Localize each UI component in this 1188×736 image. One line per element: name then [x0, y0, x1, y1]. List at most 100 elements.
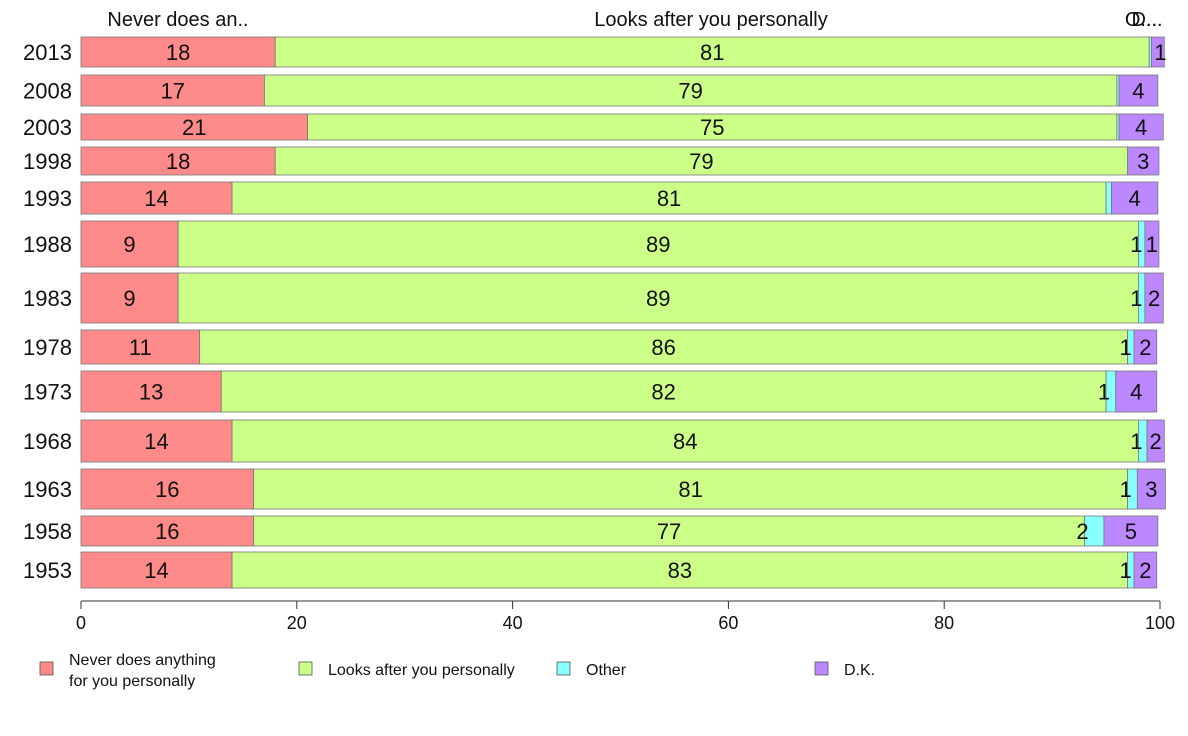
data-label: 2 — [1148, 286, 1160, 311]
data-label: 75 — [700, 115, 724, 140]
data-label: 86 — [651, 335, 675, 360]
data-label: 16 — [155, 477, 179, 502]
bar-segment — [220, 370, 1107, 413]
bar-segment — [274, 36, 1150, 68]
bar-row-1953: 14 83 1 2 — [80, 551, 1158, 589]
x-axis: 0 20 40 60 80 100 — [76, 600, 1175, 633]
bar-segment — [231, 419, 1139, 463]
bar-segment — [231, 551, 1129, 589]
data-label: 2 — [1150, 429, 1162, 454]
data-label: 5 — [1125, 519, 1137, 544]
bar-segment — [274, 146, 1129, 176]
bar-segment — [1105, 181, 1112, 215]
year-label: 1968 — [23, 429, 72, 454]
year-label: 1988 — [23, 232, 72, 257]
x-tick-label: 60 — [718, 613, 738, 633]
year-label: 1998 — [23, 149, 72, 174]
year-label: 1958 — [23, 519, 72, 544]
legend-label: Looks after you personally — [328, 662, 515, 679]
bar-segment — [253, 515, 1085, 547]
year-label: 2013 — [23, 40, 72, 65]
legend-label: D.K. — [844, 662, 875, 679]
bar-segment — [1118, 74, 1159, 107]
bar-segment — [1136, 468, 1166, 510]
bar-segment — [80, 419, 233, 463]
data-label: 89 — [646, 286, 670, 311]
data-label: 79 — [689, 149, 713, 174]
legend-label: for you personally — [69, 673, 195, 690]
bar-segment — [1127, 146, 1160, 176]
data-label: 18 — [166, 149, 190, 174]
bar-segment — [1115, 370, 1158, 413]
x-tick-label: 80 — [934, 613, 954, 633]
bar-row-1973: 13 82 1 4 — [80, 370, 1158, 413]
bar-row-1978: 11 86 1 2 — [80, 329, 1158, 365]
legend-item: Other — [556, 661, 627, 679]
bar-segment — [1111, 181, 1159, 215]
bar-segment — [80, 146, 276, 176]
legend-swatch — [556, 661, 571, 676]
data-label: 81 — [700, 40, 724, 65]
data-label: 13 — [139, 380, 163, 405]
data-label: 79 — [678, 79, 702, 104]
data-label: 18 — [166, 40, 190, 65]
top-label: Never does an.. — [107, 9, 248, 31]
bar-segment — [177, 272, 1139, 324]
x-tick-label: 20 — [287, 613, 307, 633]
data-label: 2 — [1139, 335, 1151, 360]
bar-row-1983: 9 89 1 2 — [80, 272, 1164, 324]
bar-segment — [80, 468, 255, 510]
data-label: 14 — [144, 429, 168, 454]
bar-segment — [1118, 113, 1164, 141]
bar-row-1998: 18 79 3 — [80, 146, 1160, 176]
bar-row-1988: 9 89 1 1 — [80, 220, 1160, 268]
x-tick-label: 100 — [1145, 613, 1175, 633]
bar-row-2003: 21 75 4 — [80, 113, 1164, 141]
data-label: 1 — [1130, 232, 1142, 257]
legend-item: Never does anything for you personally — [39, 652, 216, 690]
legend-swatch — [39, 661, 54, 676]
legend-swatch — [298, 661, 313, 676]
data-label: 3 — [1137, 149, 1149, 174]
x-tick-label: 40 — [503, 613, 523, 633]
data-label: 83 — [668, 558, 692, 583]
year-label: 2008 — [23, 79, 72, 104]
data-label: 2 — [1076, 519, 1088, 544]
top-labels: Never does an.. Looks after you personall… — [107, 9, 1162, 31]
year-label: 1963 — [23, 477, 72, 502]
legend-label: Never does anything — [69, 652, 216, 669]
year-label: 1993 — [23, 186, 72, 211]
bar-segment — [199, 329, 1129, 365]
bar-row-1958: 16 77 2 5 — [80, 515, 1159, 547]
bar-row-2013: 18 81 1 — [80, 36, 1166, 68]
bar-segment — [231, 181, 1107, 215]
data-label: 1 — [1120, 558, 1132, 583]
bar-segment — [307, 113, 1118, 141]
data-label: 3 — [1145, 477, 1157, 502]
data-label: 21 — [182, 115, 206, 140]
data-label: 16 — [155, 519, 179, 544]
legend: Never does anything for you personally Loo… — [39, 652, 875, 690]
bar-segment — [1133, 551, 1158, 589]
x-tick-label: 0 — [76, 613, 86, 633]
data-label: 14 — [144, 558, 168, 583]
data-label: 82 — [651, 380, 675, 405]
top-label: O... — [1125, 9, 1157, 31]
bar-segment — [80, 220, 179, 268]
data-label: 84 — [673, 429, 697, 454]
data-label: 4 — [1132, 79, 1144, 104]
data-label: 4 — [1129, 186, 1141, 211]
bar-segment — [80, 113, 308, 141]
data-label: 1 — [1120, 477, 1132, 502]
legend-swatch — [814, 661, 829, 676]
data-label: 9 — [123, 232, 135, 257]
bar-segment — [80, 370, 222, 413]
top-label: D... — [1131, 9, 1162, 31]
top-label: Looks after you personally — [594, 9, 827, 31]
bar-segment — [80, 551, 233, 589]
data-label: 81 — [678, 477, 702, 502]
bar-segment — [177, 220, 1139, 268]
legend-item: D.K. — [814, 661, 875, 679]
bar-segment — [80, 272, 179, 324]
